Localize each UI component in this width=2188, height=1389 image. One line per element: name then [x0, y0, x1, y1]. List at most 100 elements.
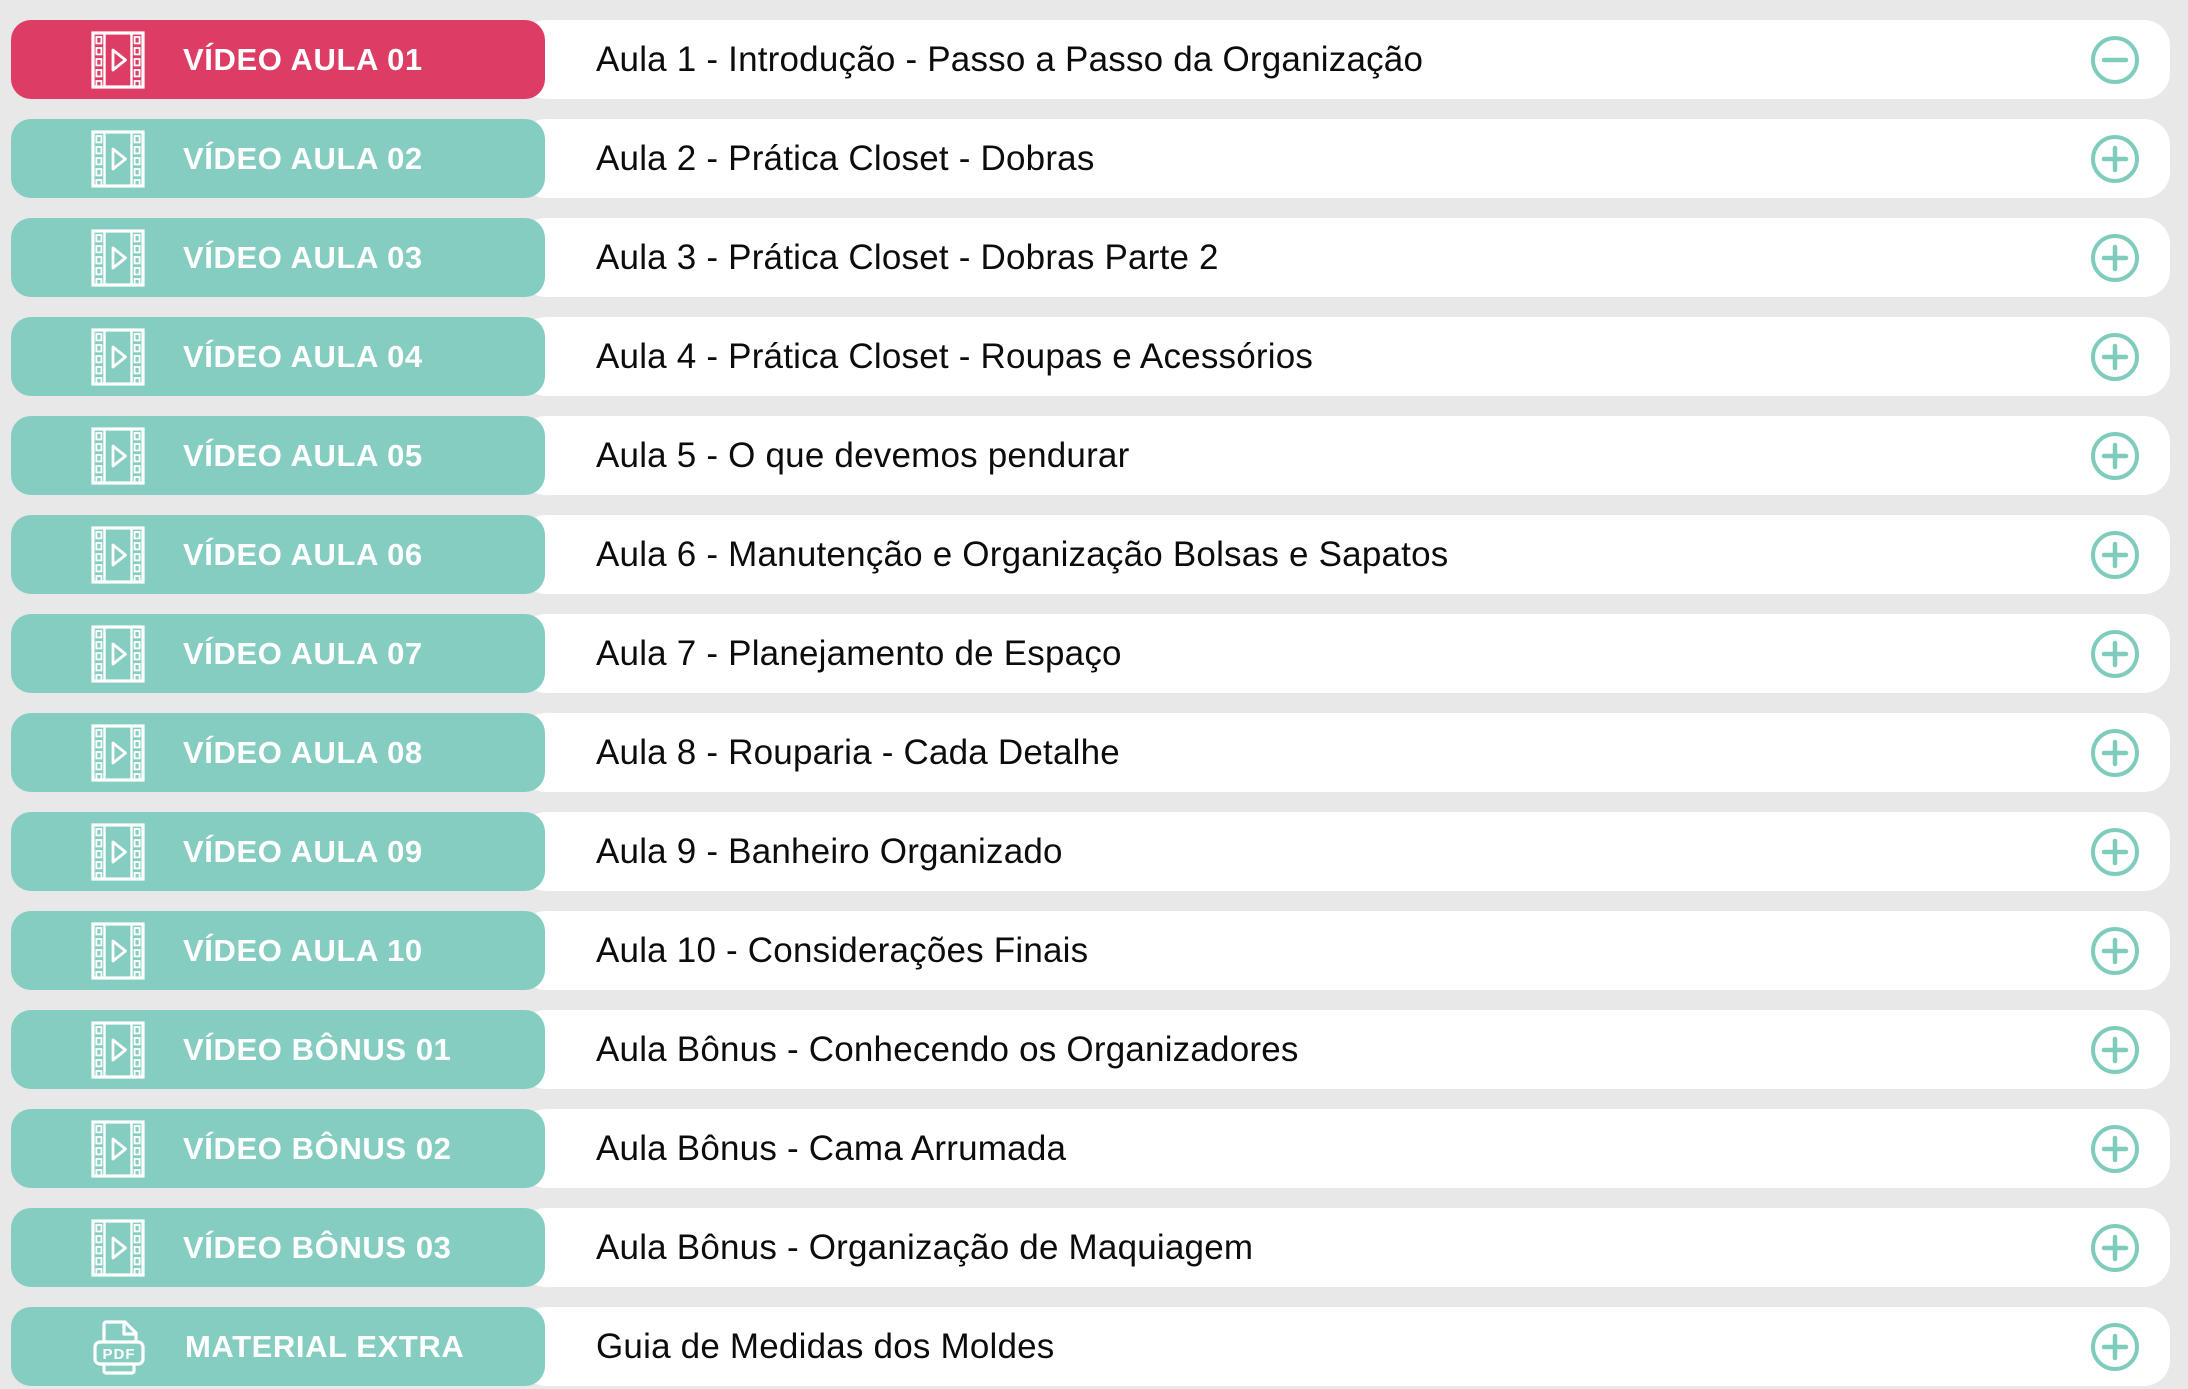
lesson-title: Aula 5 - O que devemos pendurar — [596, 435, 1130, 475]
badge-label: VÍDEO AULA 10 — [183, 932, 423, 968]
plus-circle-icon — [2091, 134, 2139, 183]
plus-circle-icon — [2091, 926, 2139, 975]
lesson-title: Aula Bônus - Cama Arrumada — [596, 1128, 1067, 1168]
toggle-expand-button[interactable] — [2090, 926, 2140, 976]
lesson-badge[interactable]: PDF VÍDEO BÔNUS 02 — [11, 1109, 545, 1188]
lesson-row-12: Aula Bônus - Cama Arrumada — [0, 1109, 2188, 1188]
lesson-title: Aula 7 - Planejamento de Espaço — [596, 633, 1122, 673]
lesson-title: Aula 8 - Rouparia - Cada Detalhe — [596, 732, 1120, 772]
film-play-icon — [91, 525, 145, 584]
toggle-expand-button[interactable] — [2090, 629, 2140, 679]
lesson-card[interactable]: Aula 4 - Prática Closet - Roupas e Acess… — [520, 317, 2170, 396]
toggle-expand-button[interactable] — [2090, 827, 2140, 877]
lesson-row-1: Aula 1 - Introdução - Passo a Passo da O… — [0, 20, 2188, 99]
lesson-card[interactable]: Aula 3 - Prática Closet - Dobras Parte 2 — [520, 218, 2170, 297]
toggle-expand-button[interactable] — [2090, 1223, 2140, 1273]
lesson-row-10: Aula 10 - Considerações Finais — [0, 911, 2188, 990]
film-play-icon — [91, 426, 145, 485]
film-play-icon — [91, 921, 145, 980]
lesson-row-6: Aula 6 - Manutenção e Organização Bolsas… — [0, 515, 2188, 594]
lesson-badge[interactable]: PDF VÍDEO BÔNUS 03 — [11, 1208, 545, 1287]
minus-circle-icon — [2091, 35, 2139, 84]
film-play-icon — [91, 228, 145, 287]
plus-circle-icon — [2091, 629, 2139, 678]
lesson-badge[interactable]: PDF VÍDEO AULA 04 — [11, 317, 545, 396]
badge-label: VÍDEO AULA 05 — [183, 437, 423, 473]
lesson-row-13: Aula Bônus - Organização de Maquiagem — [0, 1208, 2188, 1287]
toggle-expand-button[interactable] — [2090, 35, 2140, 85]
badge-label: VÍDEO AULA 09 — [183, 833, 423, 869]
lesson-title: Aula 3 - Prática Closet - Dobras Parte 2 — [596, 237, 1219, 277]
lesson-card[interactable]: Aula 7 - Planejamento de Espaço — [520, 614, 2170, 693]
badge-label: VÍDEO AULA 02 — [183, 140, 423, 176]
toggle-expand-button[interactable] — [2090, 1025, 2140, 1075]
lesson-card[interactable]: Aula 8 - Rouparia - Cada Detalhe — [520, 713, 2170, 792]
lesson-row-9: Aula 9 - Banheiro Organizado — [0, 812, 2188, 891]
lesson-row-2: Aula 2 - Prática Closet - Dobras — [0, 119, 2188, 198]
film-play-icon — [91, 1119, 145, 1178]
toggle-expand-button[interactable] — [2090, 431, 2140, 481]
pdf-file-icon: PDF — [91, 1318, 147, 1376]
lesson-card[interactable]: Aula 9 - Banheiro Organizado — [520, 812, 2170, 891]
badge-label: VÍDEO AULA 08 — [183, 734, 423, 770]
lesson-card[interactable]: Aula Bônus - Organização de Maquiagem — [520, 1208, 2170, 1287]
lesson-row-11: Aula Bônus - Conhecendo os Organizadores — [0, 1010, 2188, 1089]
badge-label: VÍDEO BÔNUS 03 — [183, 1229, 452, 1265]
lesson-title: Aula 6 - Manutenção e Organização Bolsas… — [596, 534, 1449, 574]
plus-circle-icon — [2091, 1322, 2139, 1371]
lesson-card[interactable]: Aula Bônus - Cama Arrumada — [520, 1109, 2170, 1188]
lesson-row-3: Aula 3 - Prática Closet - Dobras Parte 2 — [0, 218, 2188, 297]
lesson-card[interactable]: Aula 2 - Prática Closet - Dobras — [520, 119, 2170, 198]
lesson-card[interactable]: Guia de Medidas dos Moldes — [520, 1307, 2170, 1386]
film-play-icon — [91, 723, 145, 782]
film-play-icon — [91, 30, 145, 89]
badge-label: VÍDEO BÔNUS 01 — [183, 1031, 452, 1067]
plus-circle-icon — [2091, 332, 2139, 381]
plus-circle-icon — [2091, 431, 2139, 480]
plus-circle-icon — [2091, 1025, 2139, 1074]
lesson-title: Aula 10 - Considerações Finais — [596, 930, 1089, 970]
lesson-title: Guia de Medidas dos Moldes — [596, 1326, 1055, 1366]
lesson-list: Aula 1 - Introdução - Passo a Passo da O… — [0, 20, 2188, 1386]
lesson-row-8: Aula 8 - Rouparia - Cada Detalhe — [0, 713, 2188, 792]
lesson-badge[interactable]: PDF VÍDEO AULA 09 — [11, 812, 545, 891]
lesson-badge[interactable]: PDF MATERIAL EXTRA — [11, 1307, 545, 1386]
lesson-title: Aula 2 - Prática Closet - Dobras — [596, 138, 1095, 178]
plus-circle-icon — [2091, 1223, 2139, 1272]
toggle-expand-button[interactable] — [2090, 134, 2140, 184]
lesson-card[interactable]: Aula Bônus - Conhecendo os Organizadores — [520, 1010, 2170, 1089]
lesson-card[interactable]: Aula 6 - Manutenção e Organização Bolsas… — [520, 515, 2170, 594]
lesson-badge[interactable]: PDF VÍDEO AULA 03 — [11, 218, 545, 297]
lesson-title: Aula 1 - Introdução - Passo a Passo da O… — [596, 39, 1424, 79]
film-play-icon — [91, 1020, 145, 1079]
film-play-icon — [91, 327, 145, 386]
lesson-title: Aula Bônus - Conhecendo os Organizadores — [596, 1029, 1299, 1069]
lesson-badge[interactable]: PDF VÍDEO AULA 06 — [11, 515, 545, 594]
plus-circle-icon — [2091, 530, 2139, 579]
lesson-badge[interactable]: PDF VÍDEO BÔNUS 01 — [11, 1010, 545, 1089]
film-play-icon — [91, 822, 145, 881]
toggle-expand-button[interactable] — [2090, 530, 2140, 580]
toggle-expand-button[interactable] — [2090, 1322, 2140, 1372]
lesson-badge[interactable]: PDF VÍDEO AULA 10 — [11, 911, 545, 990]
plus-circle-icon — [2091, 827, 2139, 876]
badge-label: VÍDEO AULA 03 — [183, 239, 423, 275]
toggle-expand-button[interactable] — [2090, 332, 2140, 382]
svg-text:PDF: PDF — [103, 1346, 136, 1363]
lesson-badge[interactable]: PDF VÍDEO AULA 02 — [11, 119, 545, 198]
lesson-card[interactable]: Aula 5 - O que devemos pendurar — [520, 416, 2170, 495]
lesson-badge[interactable]: PDF VÍDEO AULA 01 — [11, 20, 545, 99]
plus-circle-icon — [2091, 1124, 2139, 1173]
film-play-icon — [91, 1218, 145, 1277]
toggle-expand-button[interactable] — [2090, 233, 2140, 283]
lesson-row-14: Guia de Medidas dos Moldes — [0, 1307, 2188, 1386]
plus-circle-icon — [2091, 728, 2139, 777]
lesson-badge[interactable]: PDF VÍDEO AULA 07 — [11, 614, 545, 693]
lesson-card[interactable]: Aula 1 - Introdução - Passo a Passo da O… — [520, 20, 2170, 99]
lesson-badge[interactable]: PDF VÍDEO AULA 05 — [11, 416, 545, 495]
lesson-badge[interactable]: PDF VÍDEO AULA 08 — [11, 713, 545, 792]
film-play-icon — [91, 129, 145, 188]
lesson-card[interactable]: Aula 10 - Considerações Finais — [520, 911, 2170, 990]
toggle-expand-button[interactable] — [2090, 728, 2140, 778]
toggle-expand-button[interactable] — [2090, 1124, 2140, 1174]
